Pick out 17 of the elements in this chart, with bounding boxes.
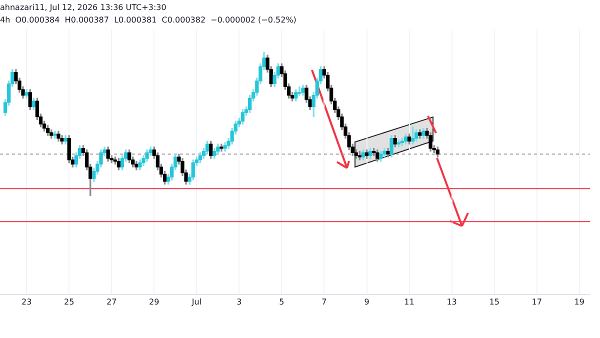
chart-title: ahnazari11, Jul 12, 2026 13:36 UTC+3:30 (0, 2, 166, 12)
x-tick-label: 29 (149, 297, 160, 306)
x-tick-label: Jul (190, 297, 202, 306)
x-tick-label: 9 (364, 297, 370, 306)
chart-subtitle: 4h O0.000384 H0.000387 L0.000381 C0.000382 −0.000002 (−0.52%) (0, 15, 296, 24)
x-tick-label: 3 (236, 297, 242, 306)
candlestick (298, 86, 302, 96)
x-tick-label: 19 (574, 297, 584, 306)
x-tick-label: 17 (532, 297, 542, 306)
x-tick-label: 15 (489, 297, 500, 306)
x-tick-label: 5 (279, 297, 284, 306)
x-tick-label: 27 (106, 297, 117, 306)
x-tick-label: 13 (446, 297, 457, 306)
x-tick-label: 23 (21, 297, 32, 306)
x-tick-label: 11 (404, 297, 414, 306)
x-tick-label: 25 (64, 297, 74, 306)
x-tick-label: 7 (322, 297, 327, 306)
